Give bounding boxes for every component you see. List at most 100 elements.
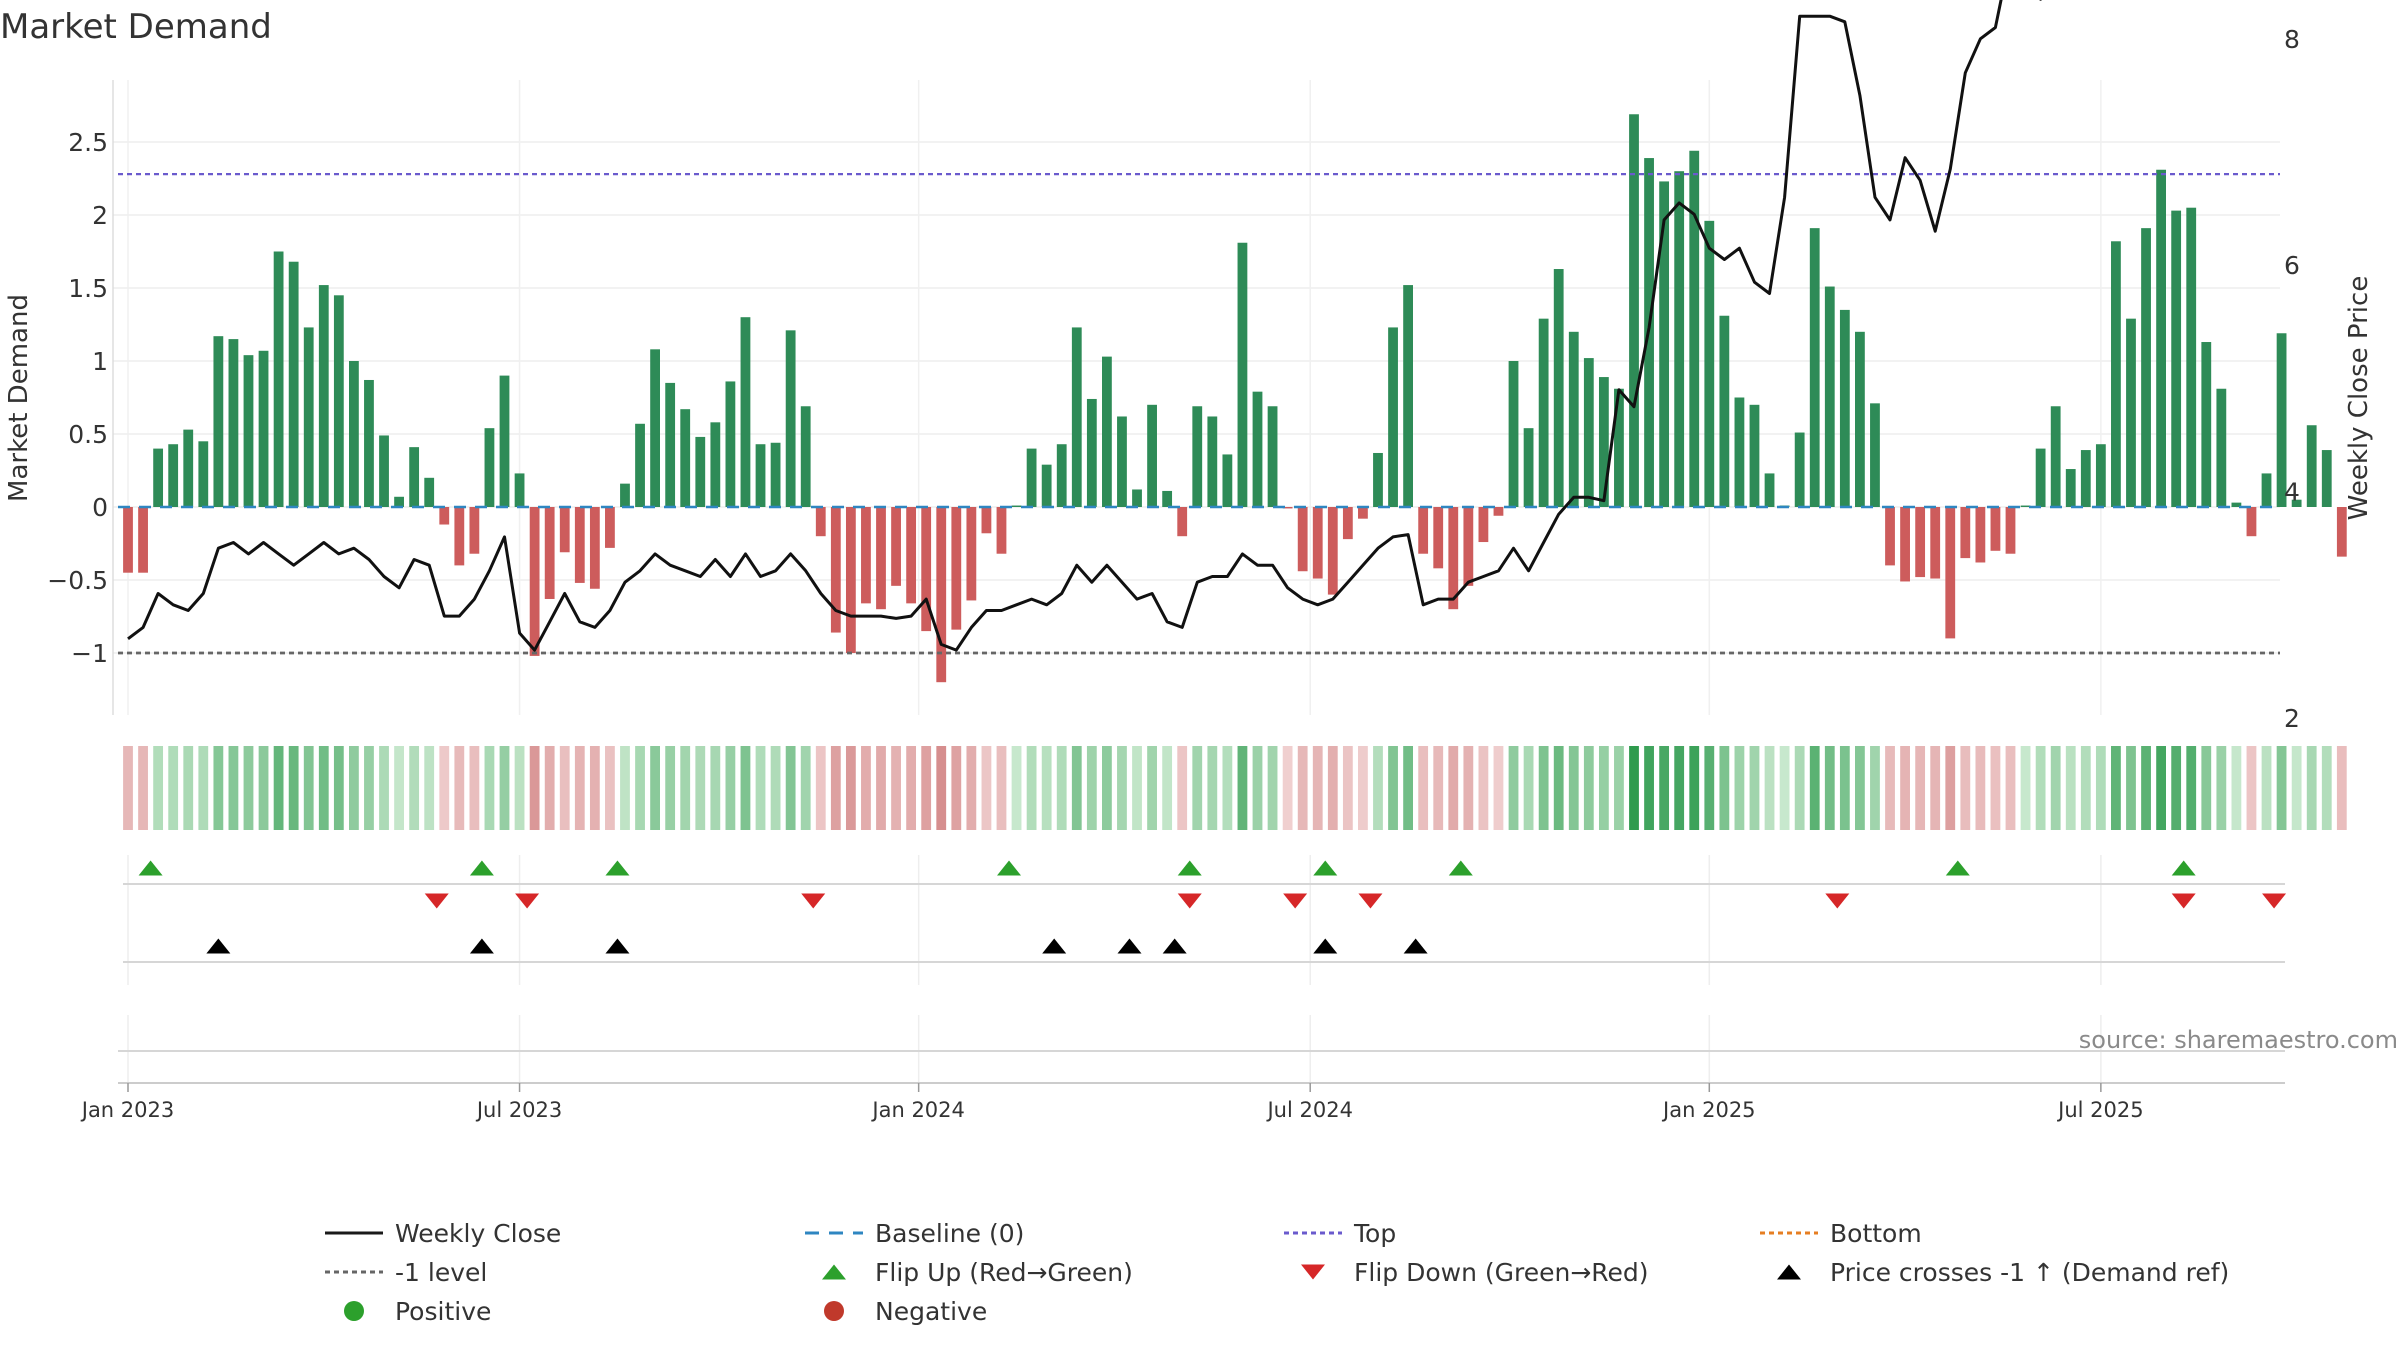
demand-bar [2065,469,2076,507]
demand-bar [1222,454,1233,507]
demand-bar [1433,507,1444,569]
heat-cell [695,746,706,830]
y-left-tick-label: 0.5 [68,420,108,449]
demand-bar [183,429,194,507]
heat-cell [243,746,254,830]
heat-cell [1433,746,1444,830]
demand-bar [1297,507,1308,572]
demand-bar [1312,507,1323,579]
heat-cell [1975,746,1986,830]
demand-bar [951,507,962,630]
demand-heat-strip [123,746,2347,830]
y-left-tick-label: 2.5 [68,128,108,157]
heat-cell [349,746,359,830]
heat-cell [469,746,480,830]
heat-cell [1598,746,1609,830]
heat-cell [996,746,1007,830]
heat-cell [2050,746,2061,830]
heat-cell [1192,746,1203,830]
y-right-tick-label: 6 [2284,251,2300,280]
heat-cell [1734,746,1745,830]
flip-up-marker [469,860,494,876]
price-cross-marker [1042,938,1067,954]
heat-cell [1523,746,1534,830]
heat-cell [620,746,630,830]
demand-bar [1358,507,1368,519]
demand-bar [966,507,977,601]
demand-bar [589,507,600,589]
demand-bar [364,379,374,507]
demand-bar [1659,181,1670,508]
demand-bar [1448,507,1459,610]
demand-bar [1207,416,1218,507]
heat-cell [1764,746,1775,830]
demand-bar [2080,450,2091,507]
demand-bar [755,444,766,507]
demand-bar [1885,507,1895,566]
heat-cell [1704,746,1715,830]
heat-cell [1568,746,1579,830]
demand-bar [2126,318,2136,507]
heat-cell [1629,746,1639,830]
heat-cell [228,746,239,830]
demand-bar [1764,473,1775,507]
demand-bar [710,422,721,507]
demand-bar [2336,507,2347,557]
heat-cell [906,746,917,830]
demand-bar [168,444,179,507]
y-right-tick-label: 4 [2284,478,2300,507]
heat-cell [1508,746,1519,830]
heat-cell [454,746,465,830]
heat-cell [138,746,148,830]
demand-bar [1086,398,1097,507]
heat-cell [2141,746,2151,830]
heat-cell [2005,746,2016,830]
y-left-tick-label: 0 [92,493,108,522]
heat-cell [1463,746,1474,830]
y-right-tick-label: 8 [2284,25,2300,54]
heat-cell [544,746,555,830]
heat-cell [845,746,856,830]
flip-down-marker [424,893,449,909]
heat-cell [1177,746,1188,830]
heat-cell [2231,746,2242,830]
demand-bar [409,447,420,507]
heat-cell [1794,746,1805,830]
heat-cell [1824,746,1835,830]
legend-swatch-circle-icon [824,1301,844,1321]
demand-bar [815,507,826,537]
flip-down-marker [2171,893,2196,909]
price-cross-marker [1117,938,1142,954]
heat-cell [1885,746,1895,830]
price-cross-marker [1403,938,1428,954]
demand-bar [2005,507,2016,554]
heat-cell [364,746,374,830]
heat-cell [1960,746,1971,830]
heat-cell [213,746,224,830]
demand-bar [1855,331,1865,507]
heat-cell [815,746,826,830]
heat-cell [1162,746,1173,830]
demand-bar [228,339,239,507]
demand-bar [1388,327,1398,507]
heat-cell [1553,746,1564,830]
demand-bar [2171,210,2182,507]
demand-bar [1162,490,1173,507]
demand-bar [2231,502,2242,507]
heat-cell [394,746,404,830]
flip-down-marker [1825,893,1850,909]
demand-bar [439,507,450,525]
demand-bar [1523,428,1534,507]
heat-cell [921,746,932,830]
demand-bar [740,317,751,507]
heat-cell [1403,746,1413,830]
heat-cell [1282,746,1293,830]
demand-bar [454,507,465,566]
demand-bar [1900,507,1910,582]
legend-swatch-triangle-icon [1777,1264,1801,1280]
heat-cell [2111,746,2121,830]
heat-cell [198,746,209,830]
demand-bar [1041,464,1052,507]
demand-bar [1990,507,2001,551]
